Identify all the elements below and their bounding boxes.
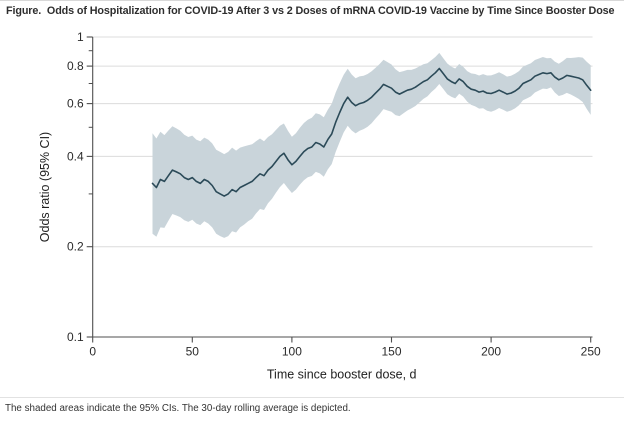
- y-tick-label: 0.6: [67, 97, 84, 111]
- y-tick-label: 0.2: [67, 240, 84, 254]
- footnote-rule: [0, 397, 624, 398]
- x-tick-label: 0: [89, 345, 96, 359]
- y-tick-label: 0.1: [67, 330, 84, 344]
- y-tick-label: 1: [77, 30, 84, 44]
- x-tick-label: 250: [581, 345, 601, 359]
- y-tick-label: 0.4: [67, 149, 84, 163]
- figure-title: Figure. Odds of Hospitalization for COVI…: [6, 5, 615, 17]
- x-tick-label: 100: [282, 345, 302, 359]
- figure-footnote: The shaded areas indicate the 95% CIs. T…: [5, 403, 351, 414]
- ci-band: [152, 52, 591, 238]
- top-rule: [0, 0, 624, 1]
- x-tick-label: 200: [481, 345, 501, 359]
- x-axis-title: Time since booster dose, d: [267, 368, 417, 382]
- x-tick-label: 150: [381, 345, 401, 359]
- odds-ratio-line: [151, 67, 592, 197]
- y-axis-title: Odds ratio (95% CI): [38, 132, 52, 242]
- x-tick-label: 50: [186, 345, 200, 359]
- y-tick-label: 0.8: [67, 59, 84, 73]
